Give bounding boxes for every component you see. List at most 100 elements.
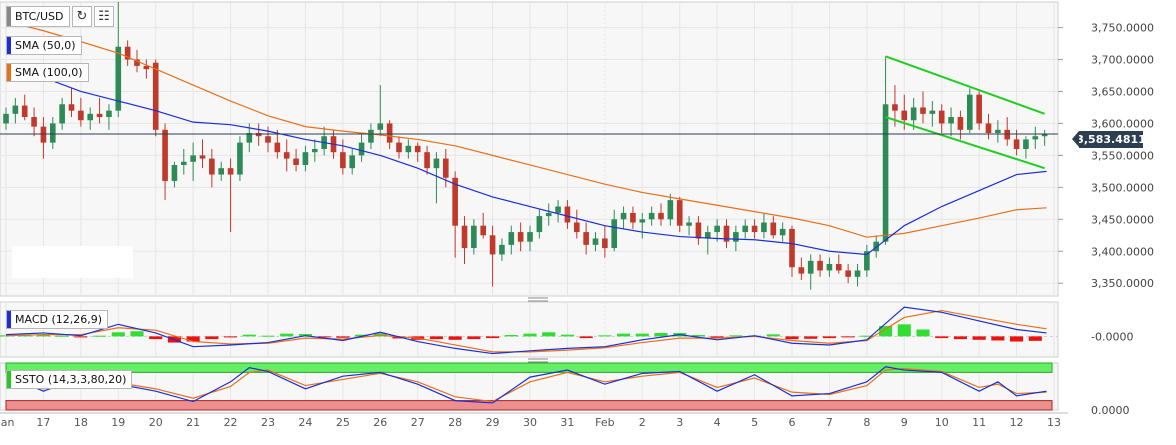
candle-body xyxy=(96,113,103,118)
candle-body xyxy=(770,222,777,236)
channel-upper-line xyxy=(885,55,1045,115)
candle-body xyxy=(704,232,711,239)
price-tick-label: 3,600.0000 xyxy=(1091,117,1154,130)
candle-body xyxy=(265,136,271,143)
chart-type-icon[interactable]: ☷ xyxy=(94,6,114,27)
macd-label: MACD (12,26,9) xyxy=(15,313,103,326)
candle-body xyxy=(779,228,786,236)
symbol-swatch xyxy=(7,7,11,26)
candle-body xyxy=(882,104,889,242)
price-tick-label: 3,350.0000 xyxy=(1091,277,1154,290)
x-tick-label: 22 xyxy=(224,416,238,429)
candle-body xyxy=(115,46,122,111)
candle-body xyxy=(358,142,365,156)
x-tick-label: 3 xyxy=(676,416,683,429)
symbol-label: BTC/USD xyxy=(15,10,64,23)
symbol-tag[interactable]: BTC/USD xyxy=(6,6,70,27)
sma100-label: SMA (100,0) xyxy=(15,66,83,79)
x-tick-label: 9 xyxy=(901,416,908,429)
macd-histogram-bar xyxy=(897,324,911,337)
x-tick-label: 6 xyxy=(789,416,796,429)
candle-body xyxy=(349,155,356,169)
candle-body xyxy=(209,158,215,175)
x-tick-label: 24 xyxy=(298,416,312,429)
macd-histogram-bar xyxy=(523,333,537,337)
candle-body xyxy=(143,65,150,70)
candle-body xyxy=(517,232,524,242)
candle-body xyxy=(180,161,187,165)
macd-histogram-bar xyxy=(991,336,1005,341)
macd-histogram-bar xyxy=(74,336,88,338)
refresh-icon[interactable]: ↻ xyxy=(72,6,92,27)
macd-histogram-bar xyxy=(36,334,50,337)
candle-body xyxy=(611,219,618,249)
candle-body xyxy=(892,104,898,111)
candle-body xyxy=(508,232,515,245)
macd-histogram-bar xyxy=(1010,336,1024,342)
sma100-line xyxy=(5,20,1047,238)
candle-body xyxy=(583,232,589,245)
candle-body xyxy=(948,117,954,124)
candle-body xyxy=(854,270,861,277)
macd-histogram-bar xyxy=(598,335,612,337)
candle-body xyxy=(414,145,421,153)
candle-body xyxy=(817,260,823,271)
candle-body xyxy=(199,155,206,159)
last-price-badge: 3,583.4811 xyxy=(1072,131,1146,148)
candle-body xyxy=(564,206,571,223)
price-tick-label: 3,700.0000 xyxy=(1091,54,1154,67)
macd-legend[interactable]: MACD (12,26,9) xyxy=(6,310,109,329)
candle-body xyxy=(31,117,37,127)
candle-body xyxy=(489,235,496,255)
x-tick-label: 2 xyxy=(639,416,646,429)
candle-body xyxy=(3,113,9,124)
macd-histogram-bar xyxy=(785,336,799,340)
candle-body xyxy=(976,94,982,124)
sma50-legend[interactable]: SMA (50,0) xyxy=(6,36,82,55)
candle-body xyxy=(1041,134,1048,137)
x-tick-label: Jan xyxy=(0,416,15,429)
macd-histogram-bar xyxy=(55,335,69,337)
x-tick-label: 19 xyxy=(111,416,125,429)
candle-body xyxy=(573,222,580,233)
candle-body xyxy=(761,222,767,233)
candle-body xyxy=(1032,136,1039,140)
candle-body xyxy=(807,260,814,274)
candle-body xyxy=(255,133,262,137)
x-tick-label: 8 xyxy=(863,416,870,429)
sma100-swatch xyxy=(7,64,11,81)
macd-histogram-bar xyxy=(560,334,574,337)
candle-body xyxy=(901,110,908,121)
candle-body xyxy=(676,200,683,226)
macd-histogram-bar xyxy=(242,334,256,337)
price-panel-bg xyxy=(0,1,1059,297)
candle-body xyxy=(152,62,159,130)
ssto-swatch xyxy=(7,371,11,388)
macd-line xyxy=(5,306,1047,355)
candle-body xyxy=(21,105,28,118)
candle-body xyxy=(695,222,702,239)
macd-histogram-bar xyxy=(429,336,443,340)
macd-histogram-bar xyxy=(261,335,275,337)
candle-body xyxy=(798,267,805,274)
blank-overlay xyxy=(12,246,133,278)
x-tick-label: Feb xyxy=(595,416,614,429)
candle-body xyxy=(368,129,374,143)
x-tick-label: 5 xyxy=(751,416,758,429)
candle-body xyxy=(471,225,477,249)
channel-lower-line xyxy=(885,116,1045,170)
macd-tick-label: -0.0000 xyxy=(1091,330,1133,343)
price-tick-label: 3,650.0000 xyxy=(1091,85,1154,98)
macd-histogram-bar xyxy=(317,336,331,338)
candle-body xyxy=(442,158,449,178)
candle-body xyxy=(602,238,608,249)
candle-body xyxy=(68,104,75,111)
candle-body xyxy=(171,164,178,181)
sma100-legend[interactable]: SMA (100,0) xyxy=(6,63,89,82)
candle-body xyxy=(134,59,140,66)
ssto-legend[interactable]: SSTO (14,3,3,80,20) xyxy=(6,370,133,389)
candle-body xyxy=(480,225,487,236)
macd-histogram-bar xyxy=(93,335,107,337)
candle-body xyxy=(49,123,56,143)
